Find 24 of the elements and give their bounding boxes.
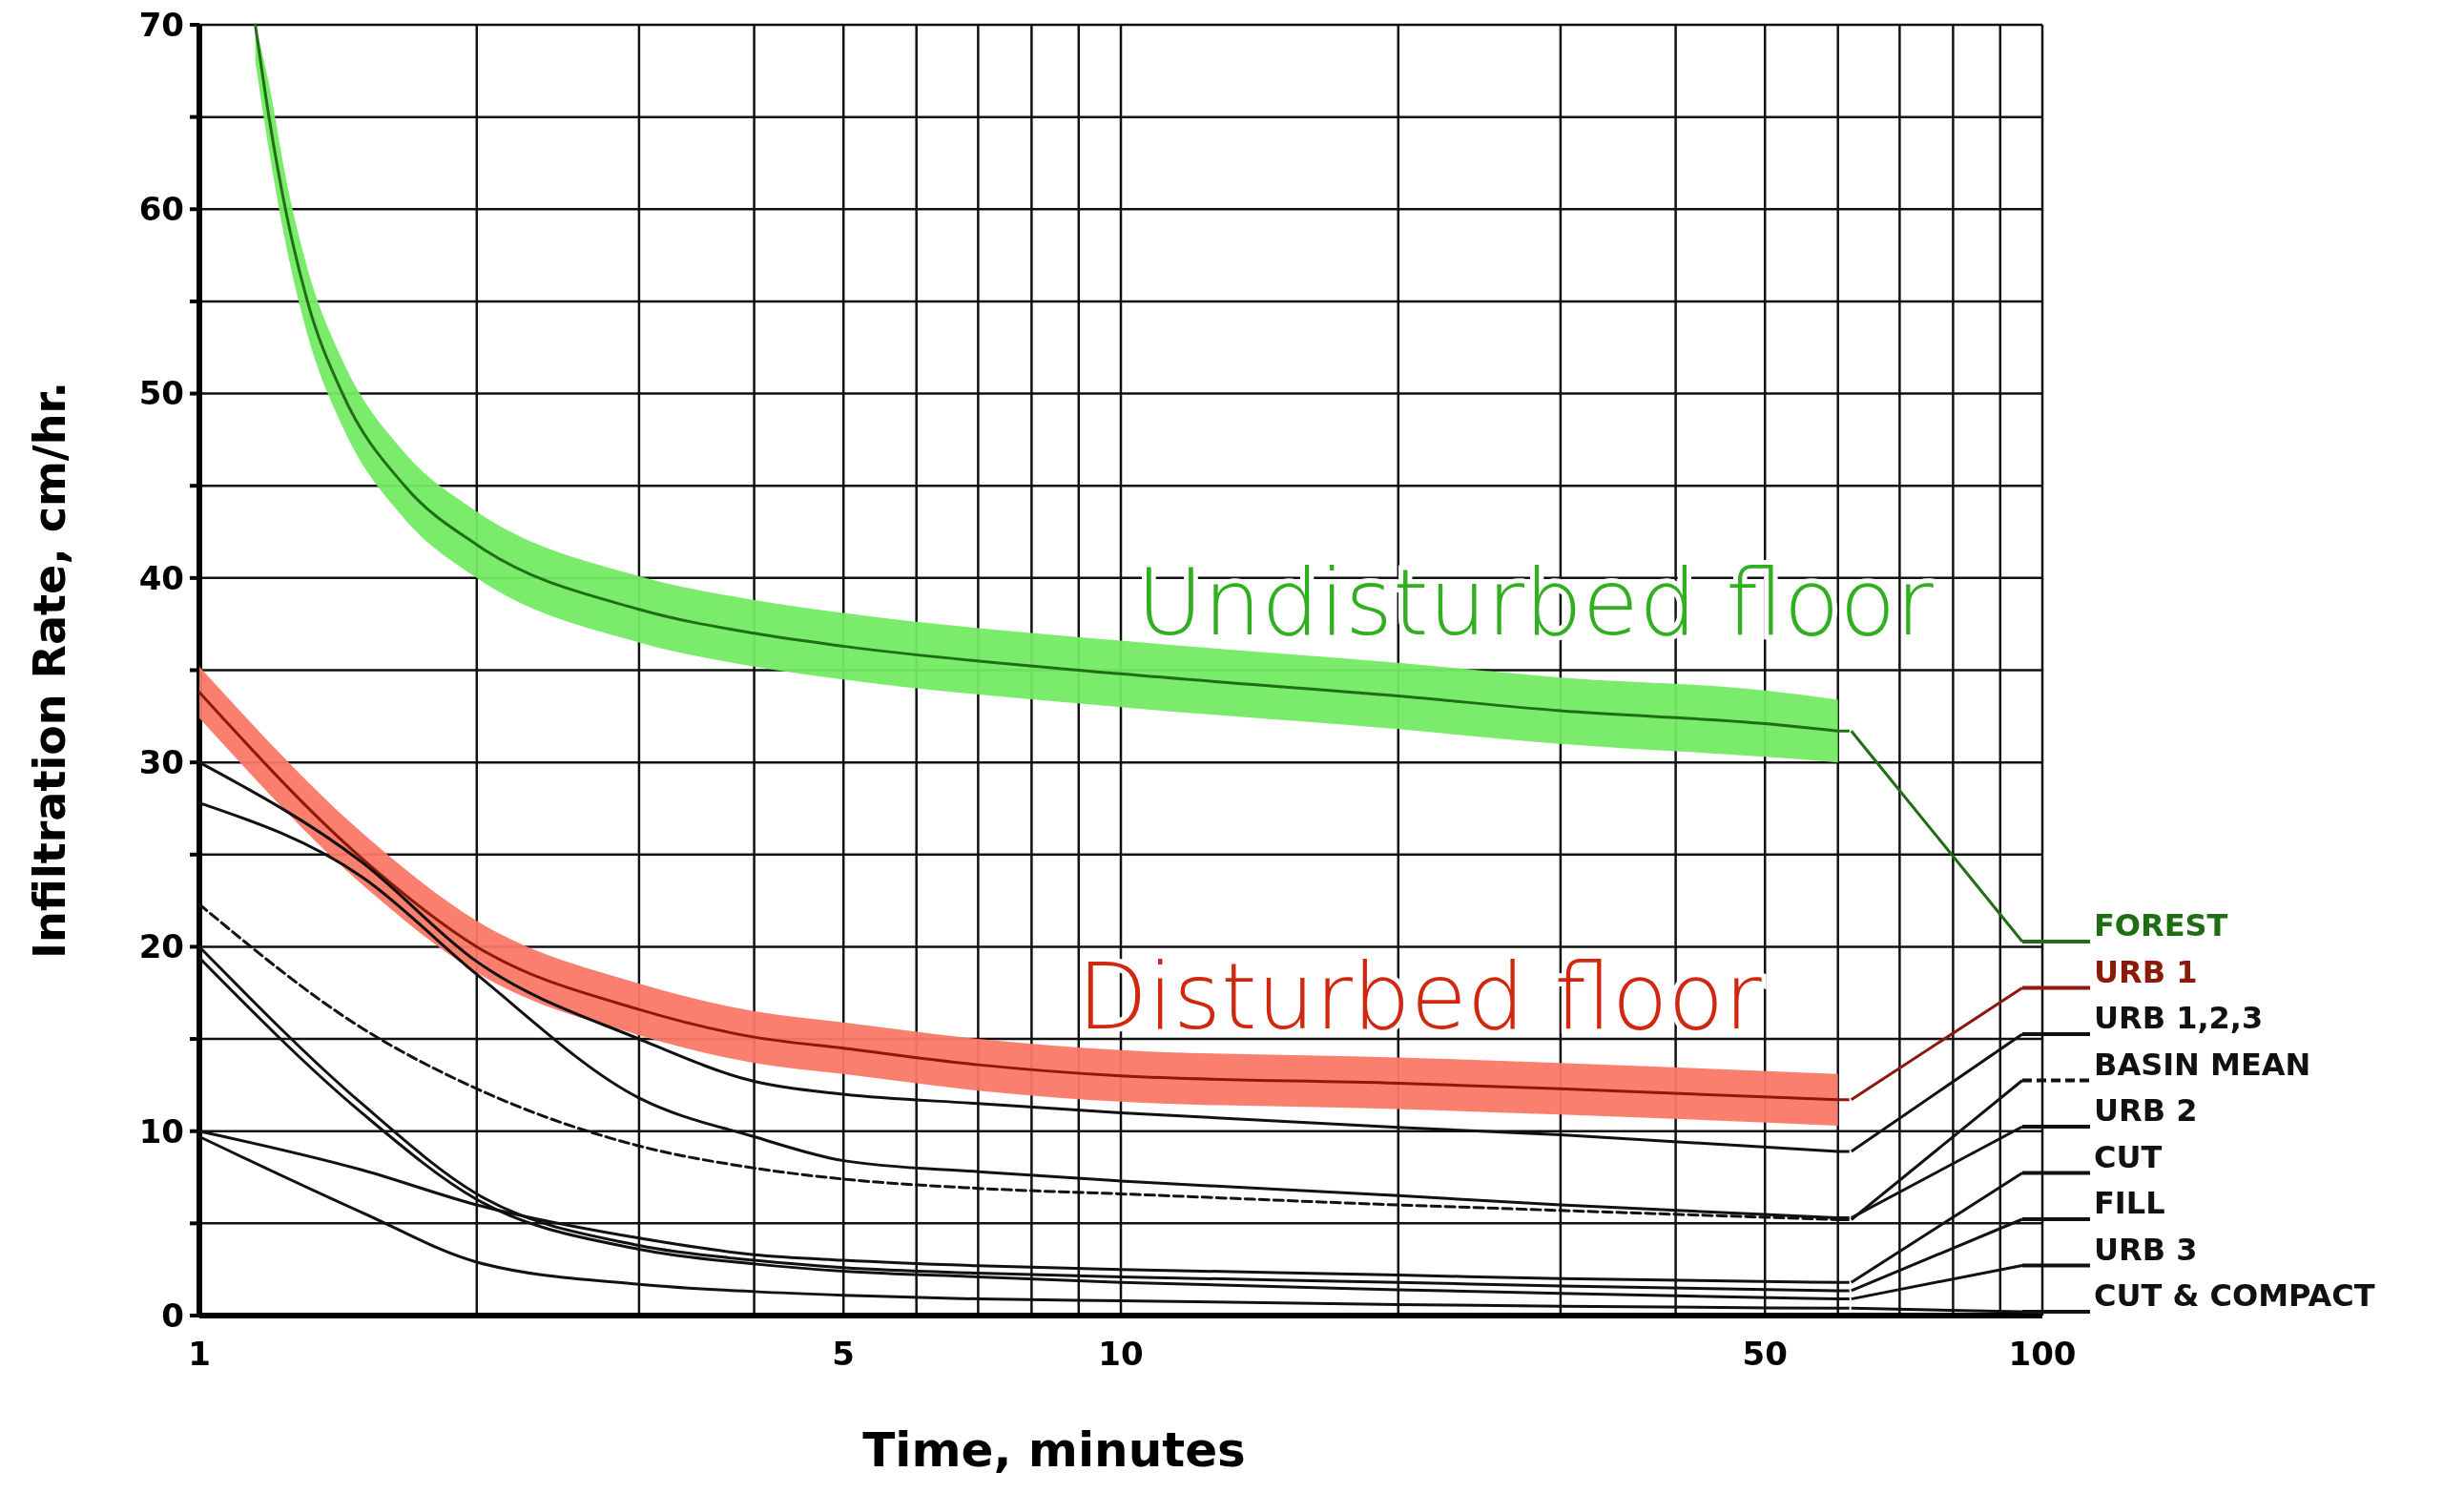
legend-label: URB 1,2,3 xyxy=(2094,1000,2264,1036)
y-tick-label: 40 xyxy=(138,558,184,597)
y-tick-label: 60 xyxy=(138,190,184,229)
x-tick-label: 100 xyxy=(2008,1335,2077,1373)
x-tick-label: 50 xyxy=(1742,1335,1788,1373)
legend-label: FOREST xyxy=(2094,907,2228,943)
x-tick-label: 10 xyxy=(1098,1335,1144,1373)
legend-label: URB 2 xyxy=(2094,1092,2198,1129)
y-tick-label: 50 xyxy=(138,374,184,413)
x-tick-label: 5 xyxy=(832,1335,856,1373)
y-tick-label: 20 xyxy=(138,927,184,966)
legend-label: CUT & COMPACT xyxy=(2094,1277,2375,1314)
legend-label: URB 1 xyxy=(2094,953,2198,990)
legend-label: BASIN MEAN xyxy=(2094,1046,2311,1083)
legend-label: FILL xyxy=(2094,1185,2165,1221)
legend-label: CUT xyxy=(2094,1138,2163,1175)
x-axis-title: Time, minutes xyxy=(862,1422,1246,1478)
y-tick-label: 30 xyxy=(138,743,184,782)
legend-label: URB 3 xyxy=(2094,1231,2198,1268)
y-tick-label: 10 xyxy=(138,1111,184,1151)
y-tick-label: 70 xyxy=(138,5,184,44)
x-tick-label: 1 xyxy=(188,1335,211,1373)
y-tick-label: 0 xyxy=(161,1296,184,1335)
y-axis-title: Infiltration Rate, cm/hr. xyxy=(24,381,75,960)
